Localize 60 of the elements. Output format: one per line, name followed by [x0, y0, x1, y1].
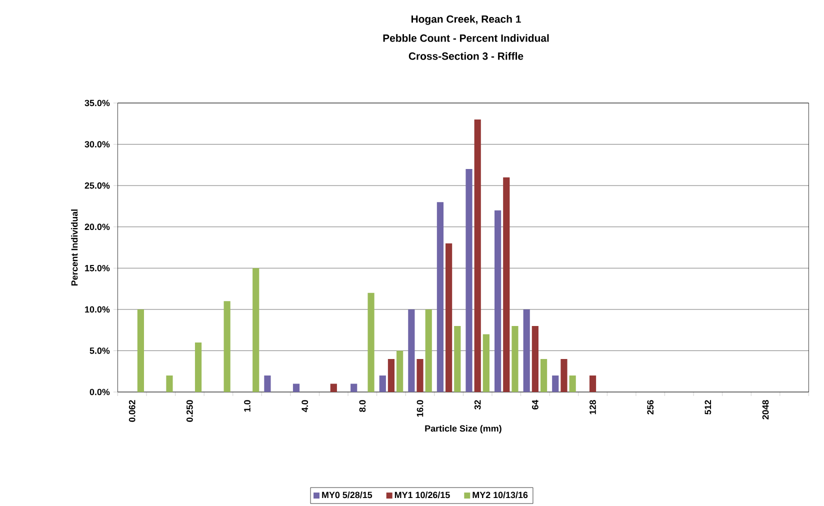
y-tick-label: 35.0% — [84, 100, 110, 106]
bar — [416, 358, 424, 392]
x-tick-label: 2048 — [762, 400, 769, 420]
bar — [466, 169, 472, 392]
bar — [379, 375, 386, 392]
bar — [368, 292, 374, 392]
bar — [532, 326, 538, 392]
bar — [292, 384, 300, 392]
bar — [482, 334, 490, 392]
bar — [552, 375, 559, 392]
bar — [350, 384, 358, 392]
x-tick-label: 128 — [590, 400, 596, 414]
x-tick-label: 16.0 — [416, 400, 424, 417]
y-tick-label: 25.0% — [84, 182, 110, 189]
chart-subtitle: Pebble Count - Percent Individual — [383, 34, 549, 42]
x-tick-label: 256 — [647, 400, 654, 414]
x-tick-label: 512 — [704, 400, 712, 414]
x-tick-label: 8.0 — [359, 400, 366, 412]
bar — [330, 384, 337, 392]
y-tick-label: 10.0% — [85, 306, 110, 313]
y-axis-title: Percent Individual — [71, 210, 78, 286]
legend-label: MY0 5/28/15 — [322, 492, 372, 498]
bar — [224, 301, 230, 392]
bar — [396, 350, 404, 392]
y-tick-label: 20.0% — [84, 224, 110, 230]
bar — [474, 120, 481, 392]
bar — [494, 210, 502, 392]
bar — [560, 358, 568, 392]
bar — [425, 309, 432, 392]
text: Cross-Section 3 - Riffle — [408, 52, 524, 60]
legend-label: MY1 10/26/15 — [394, 492, 450, 498]
y-tick-label: 15.0% — [85, 264, 110, 272]
bar — [137, 309, 144, 392]
bar — [436, 202, 444, 392]
bar — [523, 309, 530, 392]
bar — [194, 342, 202, 392]
x-tick-label: 32 — [474, 400, 481, 410]
bar — [166, 375, 173, 392]
bar — [540, 358, 548, 392]
bar — [446, 243, 452, 392]
x-axis-title: Particle Size (mm) — [425, 425, 502, 434]
bar — [454, 326, 461, 392]
bar — [388, 358, 395, 392]
chart-title: Hogan Creek, Reach 1 — [411, 15, 521, 25]
x-tick-label: 0.250 — [186, 400, 193, 422]
x-tick-label: 4.0 — [302, 400, 308, 412]
bar — [512, 326, 518, 392]
bar — [264, 375, 271, 392]
legend-label: MY2 10/13/16 — [472, 492, 528, 498]
bar — [503, 177, 510, 392]
y-tick-label: 5.0% — [90, 348, 110, 354]
bar — [589, 375, 596, 392]
x-tick-label: 0.062 — [128, 400, 136, 422]
bar — [408, 309, 415, 392]
x-tick-label: 64 — [532, 400, 538, 410]
bar — [252, 268, 260, 392]
bar — [569, 375, 576, 392]
y-tick-label: 0.0% — [90, 388, 110, 396]
x-tick-label: 1.0 — [244, 400, 250, 412]
y-tick-label: 30.0% — [84, 141, 110, 148]
